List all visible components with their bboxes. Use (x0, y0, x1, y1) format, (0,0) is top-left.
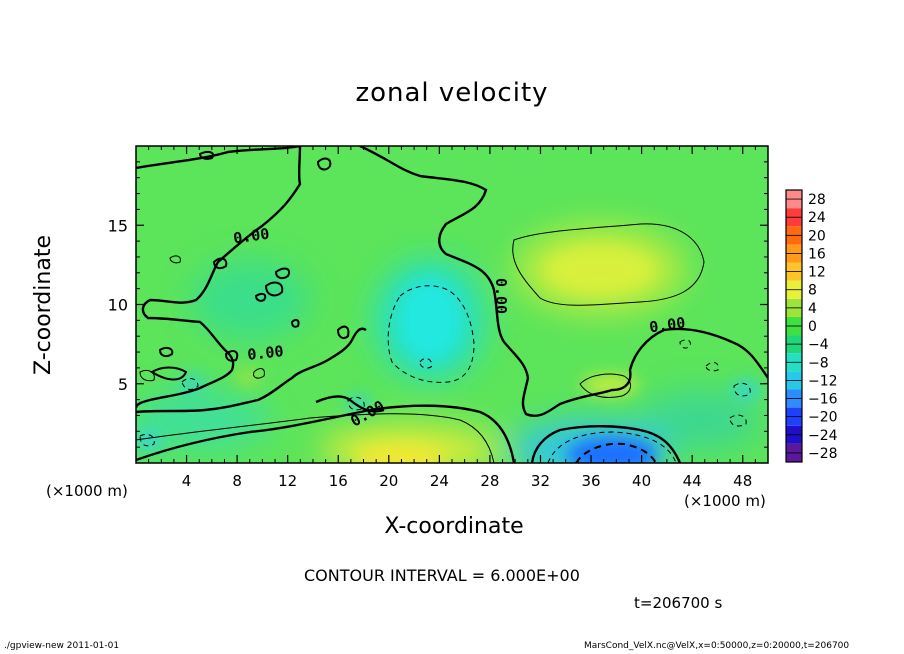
time-stamp: t=206700 s (634, 594, 723, 612)
x-tick-label: 48 (733, 472, 752, 490)
x-tick-label: 32 (531, 472, 550, 490)
contour-label: 0.00 (492, 278, 510, 314)
colorbar-tick-label: 28 (808, 192, 826, 208)
x-unit-label-left: (×1000 m) (46, 482, 128, 500)
colorbar-tick-label: 24 (808, 210, 826, 226)
colorbar-tick-label: 4 (808, 301, 817, 317)
colorbar-tick-label: −24 (808, 428, 838, 444)
contour-interval-label: CONTOUR INTERVAL = 6.000E+00 (304, 566, 580, 585)
footer-source: MarsCond_VelX.nc@VelX,x=0:50000,z=0:2000… (584, 641, 850, 651)
colorbar-tick-label: 0 (808, 319, 817, 335)
x-unit-label-right: (×1000 m) (684, 492, 766, 510)
contour-lines (136, 146, 768, 463)
y-axis: 5 10 15 (108, 161, 768, 448)
colorbar-tick-label: −16 (808, 392, 838, 408)
contour-label-group: 0.000.000.000.000.00 (232, 225, 686, 431)
x-tick-label: 4 (182, 472, 192, 490)
y-tick-label: 5 (118, 375, 128, 394)
y-axis-label: Z-coordinate (31, 235, 56, 375)
colorbar: 28 24 20 16 12 8 4 0 −4 −8 −12 −16 −20 −24 −28 (785, 189, 838, 463)
x-tick-label: 28 (480, 472, 499, 490)
colorbar-tick-label: 20 (808, 228, 826, 244)
colorbar-tick-label: −4 (808, 337, 829, 353)
x-axis-label: X-coordinate (384, 514, 524, 539)
contour-label: 0.00 (247, 342, 285, 364)
colorbar-tick-label: 12 (808, 265, 826, 281)
colorbar-tick-label: −20 (808, 410, 838, 426)
x-tick-label: 12 (278, 472, 297, 490)
footer-program: ./gpview-new 2011-01-01 (4, 641, 120, 651)
colorbar-tick-label: −28 (808, 446, 838, 462)
x-tick-label: 16 (329, 472, 348, 490)
x-tick-label: 36 (581, 472, 600, 490)
x-tick-label: 44 (683, 472, 702, 490)
contour-label: 0.00 (648, 314, 686, 337)
chart-title: zonal velocity (355, 78, 549, 108)
colorbar-tick-label: 8 (808, 283, 817, 299)
contour-label: 0.00 (232, 225, 270, 248)
y-tick-label: 10 (108, 296, 128, 315)
y-tick-label: 15 (108, 216, 128, 235)
x-tick-label: 20 (379, 472, 398, 490)
x-axis: 4 8 12 16 20 24 28 32 36 40 44 48 (148, 146, 756, 490)
velocity-field (136, 146, 768, 463)
colorbar-tick-label: −8 (808, 355, 829, 371)
x-tick-label: 40 (632, 472, 651, 490)
colorbar-tick-label: −12 (808, 373, 838, 389)
x-tick-label: 24 (430, 472, 449, 490)
colorbar-tick-label: 16 (808, 246, 826, 262)
x-tick-label: 8 (232, 472, 242, 490)
